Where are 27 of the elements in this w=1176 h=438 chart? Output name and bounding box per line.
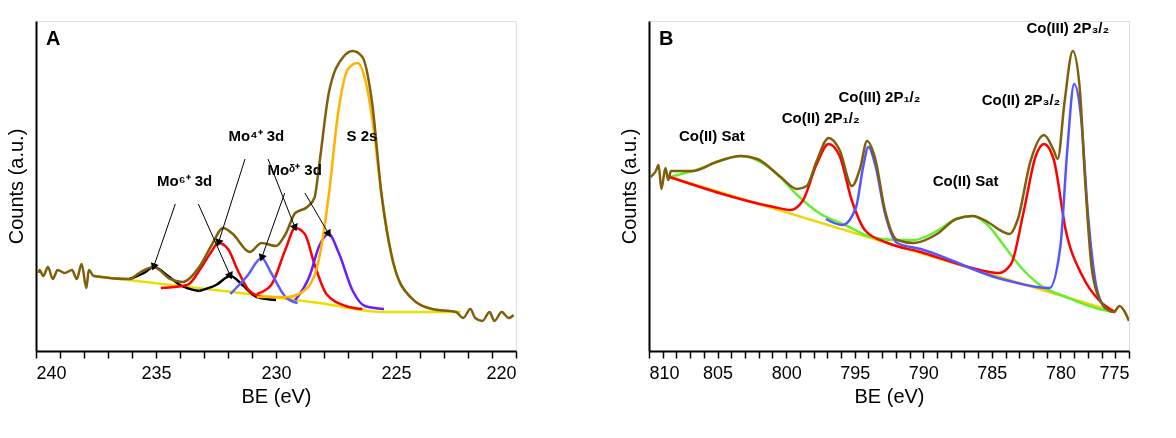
x-tick-label: 805 [703,362,734,383]
x-tick-label: 225 [381,362,412,383]
chart-title: A [46,27,61,49]
y-axis-title: Counts (a.u.) [4,128,27,245]
annotation: Co(II) 2P₃/₂ [981,91,1061,108]
annotation: Co(II) 2P₁/₂ [781,109,860,126]
x-tick-label: 775 [1099,362,1130,383]
x-axis-title: BE (eV) [854,384,925,407]
chart-title: B [659,27,674,49]
annotation: Mo⁴⁺ 3d [228,127,285,144]
x-tick-label: 785 [977,362,1008,383]
y-axis-title: Counts (a.u.) [617,128,640,245]
x-tick-label: 240 [36,362,67,383]
annotation: Co(II) Sat [678,127,745,144]
annotation: Co(II) Sat [932,172,999,189]
annotation: Co(III) 2P₃/₂ [1026,19,1110,36]
x-tick-label: 810 [649,362,680,383]
x-tick-label: 795 [840,362,871,383]
annotation: Co(III) 2P₁/₂ [838,88,921,105]
x-tick-label: 235 [141,362,172,383]
x-axis-title: BE (eV) [241,384,312,407]
x-tick-label: 780 [1045,362,1076,383]
x-tick-label: 790 [908,362,939,383]
annotation: Mo⁶⁺ 3d [156,172,213,189]
x-tick-label: 220 [486,362,517,383]
x-tick-label: 800 [771,362,802,383]
x-tick-label: 230 [261,362,292,383]
